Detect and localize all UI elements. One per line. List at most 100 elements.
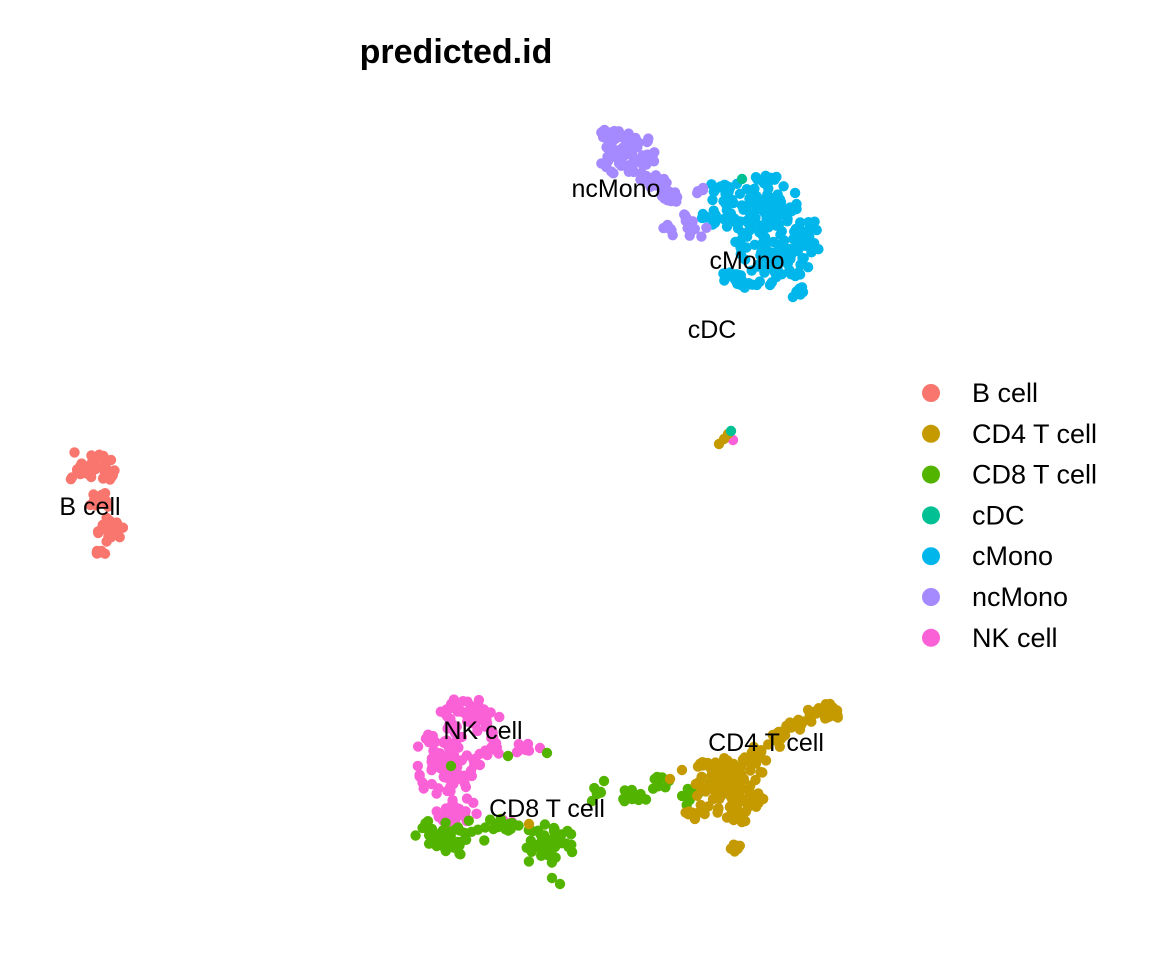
cluster-label-cd8-t-cell: CD8 T cell	[489, 795, 605, 823]
data-point	[426, 762, 438, 774]
data-point	[701, 222, 712, 233]
data-point	[725, 425, 737, 437]
data-point	[764, 279, 776, 291]
data-point	[616, 160, 627, 171]
data-point	[554, 878, 566, 890]
data-point	[822, 706, 834, 718]
data-point	[745, 796, 756, 808]
data-point	[86, 450, 97, 461]
data-point	[446, 799, 458, 810]
data-point	[459, 827, 470, 838]
data-point	[91, 548, 103, 559]
data-point	[441, 710, 452, 721]
data-point	[427, 753, 439, 765]
data-point	[664, 224, 676, 235]
data-point	[778, 181, 789, 192]
data-point	[768, 236, 779, 248]
data-point	[740, 806, 752, 817]
data-point	[744, 219, 755, 230]
data-point	[523, 818, 535, 830]
data-point	[93, 526, 104, 538]
data-point	[619, 785, 630, 796]
data-point	[97, 490, 109, 501]
data-point	[434, 762, 446, 774]
data-point	[765, 247, 777, 258]
data-point	[726, 793, 737, 804]
data-point	[767, 213, 778, 224]
data-point	[440, 817, 451, 828]
legend-item-cdc: cDC	[922, 500, 1025, 530]
data-point	[523, 856, 535, 867]
data-point	[689, 223, 700, 235]
data-point	[766, 205, 777, 217]
data-point	[789, 187, 801, 199]
data-point	[642, 135, 653, 147]
data-point	[782, 258, 793, 269]
data-point	[565, 829, 577, 840]
data-point	[414, 771, 425, 782]
legend-label: cMono	[972, 541, 1053, 571]
data-point	[499, 821, 510, 832]
data-point	[471, 808, 482, 819]
cluster-label-b-cell: B cell	[59, 493, 120, 521]
data-point	[714, 793, 725, 805]
data-point	[598, 775, 610, 787]
data-point	[660, 782, 671, 793]
data-point	[461, 793, 473, 804]
data-point	[726, 807, 738, 819]
data-point	[420, 733, 432, 744]
data-point	[431, 788, 442, 799]
cluster-label-cdc: cDC	[688, 316, 737, 344]
data-point	[114, 532, 125, 543]
data-point	[547, 836, 559, 848]
data-point	[713, 804, 724, 815]
cluster-nk-cell	[412, 434, 739, 832]
data-point	[596, 158, 607, 169]
data-point	[740, 254, 751, 265]
data-point	[692, 761, 704, 772]
data-point	[709, 785, 721, 796]
data-point	[522, 738, 534, 750]
data-point	[426, 778, 437, 790]
data-point	[757, 238, 768, 249]
data-point	[657, 772, 668, 783]
data-point	[112, 519, 123, 530]
data-point	[676, 764, 688, 776]
data-point	[443, 742, 454, 753]
cluster-cdc	[725, 173, 748, 437]
data-point	[453, 742, 464, 753]
data-point	[441, 750, 452, 762]
data-point	[656, 190, 668, 202]
data-point	[463, 815, 474, 826]
data-point	[803, 230, 814, 242]
data-point	[732, 278, 743, 289]
data-point	[438, 771, 449, 783]
data-point	[755, 766, 766, 778]
data-point	[710, 757, 721, 768]
data-point	[536, 850, 547, 861]
data-point	[412, 760, 423, 772]
legend-item-ncmono: ncMono	[922, 582, 1068, 612]
data-point	[472, 824, 484, 835]
data-point	[641, 172, 652, 183]
data-point	[410, 830, 421, 841]
data-point	[811, 224, 822, 236]
plot-title: predicted.id	[360, 33, 553, 71]
data-point	[461, 709, 472, 721]
legend-item-nk-cell: NK cell	[922, 623, 1058, 653]
data-point	[628, 166, 640, 178]
data-point	[539, 819, 551, 830]
data-point	[790, 717, 801, 729]
data-point	[648, 156, 660, 167]
data-point	[769, 173, 780, 184]
data-point	[696, 771, 707, 782]
data-point	[725, 216, 736, 228]
cluster-label-cmono: cMono	[709, 247, 784, 275]
data-point	[761, 191, 772, 203]
cluster-b-cell	[65, 447, 129, 559]
data-point	[781, 205, 792, 216]
data-point	[776, 269, 787, 280]
data-point	[770, 255, 782, 266]
